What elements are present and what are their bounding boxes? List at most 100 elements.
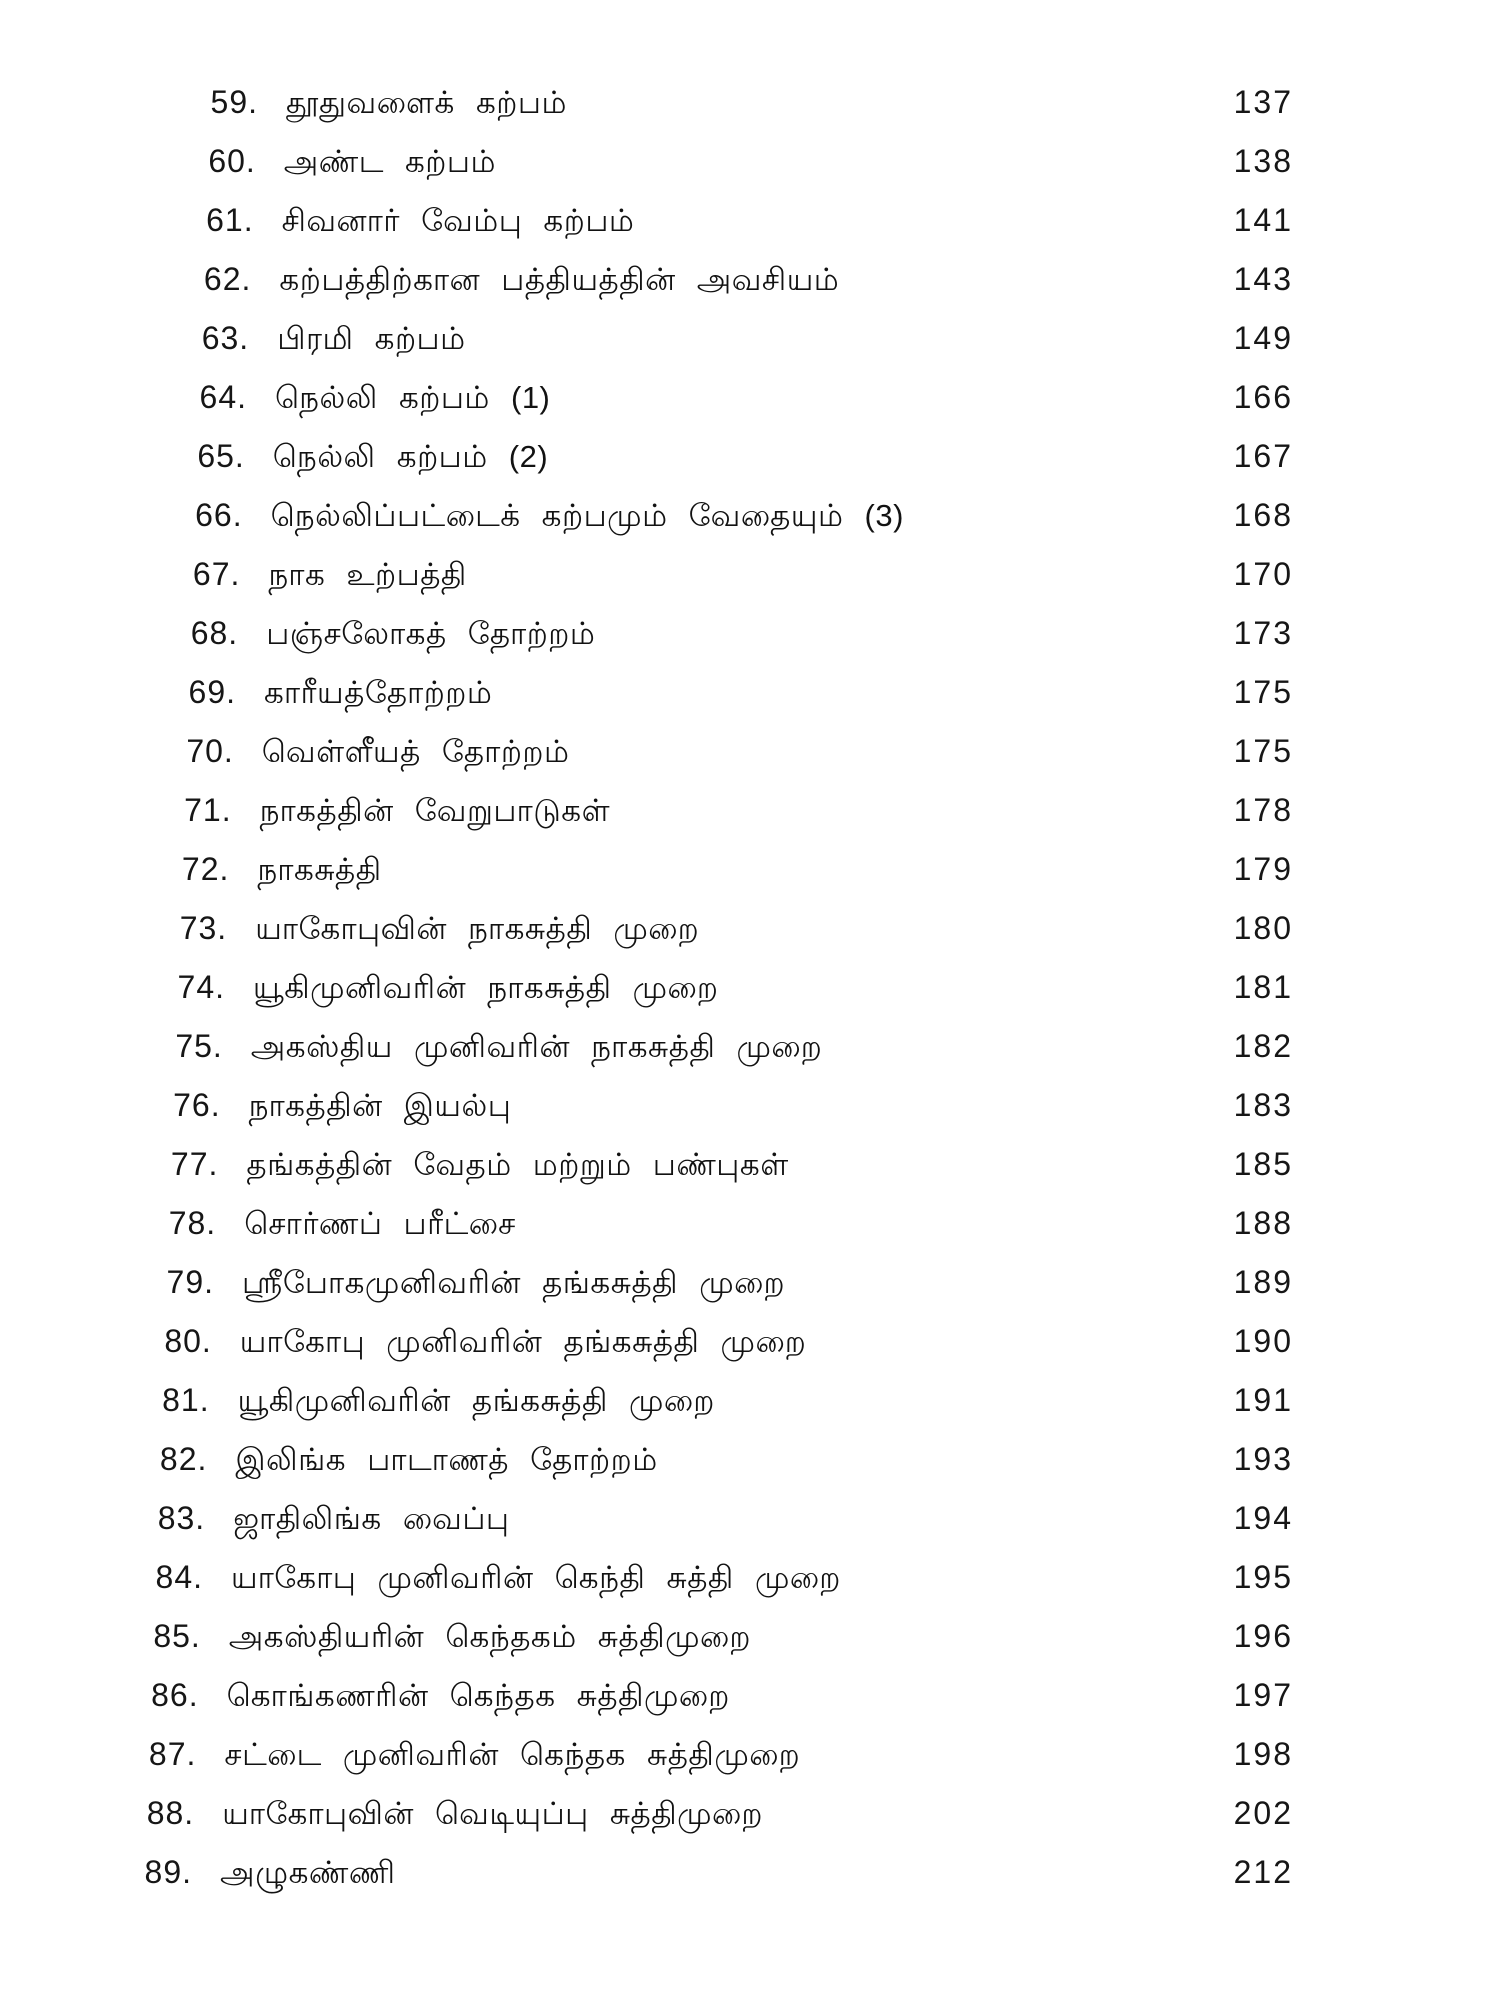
toc-entry-number: 65. [197, 438, 245, 474]
toc-entry-number: 79. [166, 1264, 214, 1300]
toc-row: 70. வெள்ளீயத் தோற்றம் 175 [0, 733, 1500, 792]
toc-entry-title: பிரமி கற்பம் [277, 321, 466, 356]
toc-entry-number: 74. [177, 969, 225, 1005]
toc-row-left-group: 81. யூகிமுனிவரின் தங்கசுத்தி முறை [0, 1382, 715, 1423]
toc-row: 60. அண்ட கற்பம் 138 [0, 143, 1500, 202]
toc-row-left-group: 82. இலிங்க பாடாணத் தோற்றம் [0, 1441, 658, 1482]
toc-entry-title: சிவனார் வேம்பு கற்பம் [281, 203, 635, 238]
toc-row-left-group: 70. வெள்ளீயத் தோற்றம் [0, 733, 569, 774]
toc-entry-page-number: 185 [1233, 1146, 1293, 1182]
toc-entry-title: அழுகண்ணி [220, 1855, 396, 1890]
toc-row: 82. இலிங்க பாடாணத் தோற்றம் 193 [0, 1441, 1500, 1500]
toc-row: 64. நெல்லி கற்பம் (1) 166 [0, 379, 1500, 438]
toc-row-left-group: 84. யாகோபு முனிவரின் கெந்தி சுத்தி முறை [0, 1559, 841, 1600]
toc-entry-title: நாகத்தின் இயல்பு [248, 1088, 512, 1123]
toc-entry-page-number: 175 [1233, 674, 1293, 710]
toc-entry-number: 59. [210, 84, 258, 120]
toc-entry-title: பஞ்சலோகத் தோற்றம் [266, 616, 596, 651]
toc-entry-page-number: 143 [1233, 261, 1293, 297]
toc-row-left-group: 61. சிவனார் வேம்பு கற்பம் [0, 202, 634, 243]
toc-entry-number: 83. [157, 1500, 206, 1536]
toc-row: 61. சிவனார் வேம்பு கற்பம் 141 [0, 202, 1500, 261]
toc-row: 67. நாக உற்பத்தி 170 [0, 556, 1500, 615]
toc-entry-title: அண்ட கற்பம் [283, 144, 496, 179]
toc-entry-page-number: 195 [1233, 1559, 1293, 1595]
toc-entry-number: 62. [203, 261, 252, 297]
toc-entry-title: கற்பத்திற்கான பத்தியத்தின் அவசியம் [279, 262, 840, 297]
toc-entry-title: யாகோபுவின் வெடியுப்பு சுத்திமுறை [222, 1796, 763, 1831]
toc-entry-number: 60. [208, 143, 256, 179]
toc-row-left-group: 76. நாகத்தின் இயல்பு [0, 1087, 511, 1128]
toc-row-left-group: 75. அகஸ்திய முனிவரின் நாகசுத்தி முறை [0, 1028, 822, 1069]
toc-entry-number: 80. [164, 1323, 212, 1359]
toc-row-left-group: 79. ஸ்ரீபோகமுனிவரின் தங்கசுத்தி முறை [0, 1264, 785, 1305]
toc-entry-page-number: 196 [1233, 1618, 1293, 1654]
toc-entry-title: வெள்ளீயத் தோற்றம் [261, 734, 570, 769]
toc-entry-title: யாகோபு முனிவரின் கெந்தி சுத்தி முறை [231, 1560, 841, 1595]
toc-entry-title: யாகோபுவின் நாகசுத்தி முறை [255, 911, 700, 946]
toc-entry-title: இலிங்க பாடாணத் தோற்றம் [235, 1442, 658, 1477]
toc-row-left-group: 68. பஞ்சலோகத் தோற்றம் [0, 615, 595, 656]
toc-row: 68. பஞ்சலோகத் தோற்றம் 173 [0, 615, 1500, 674]
toc-row: 85. அகஸ்தியரின் கெந்தகம் சுத்திமுறை 196 [0, 1618, 1500, 1677]
toc-row: 71. நாகத்தின் வேறுபாடுகள் 178 [0, 792, 1500, 851]
toc-entry-title: நெல்லி கற்பம் (2) [272, 439, 549, 474]
toc-row-left-group: 72. நாகசுத்தி [0, 851, 382, 892]
toc-row: 88. யாகோபுவின் வெடியுப்பு சுத்திமுறை 202 [0, 1795, 1500, 1854]
toc-row-left-group: 89. அழுகண்ணி [0, 1854, 395, 1895]
toc-entry-page-number: 198 [1233, 1736, 1293, 1772]
toc-entry-number: 70. [186, 733, 234, 769]
toc-entry-title: நாக உற்பத்தி [268, 557, 467, 592]
toc-row-left-group: 62. கற்பத்திற்கான பத்தியத்தின் அவசியம் [0, 261, 839, 302]
toc-row: 63. பிரமி கற்பம் 149 [0, 320, 1500, 379]
toc-row-left-group: 73. யாகோபுவின் நாகசுத்தி முறை [0, 910, 699, 951]
toc-entry-page-number: 180 [1233, 910, 1293, 946]
toc-row: 77. தங்கத்தின் வேதம் மற்றும் பண்புகள் 18… [0, 1146, 1500, 1205]
toc-entry-page-number: 137 [1233, 84, 1293, 120]
toc-row: 86. கொங்கணரின் கெந்தக சுத்திமுறை 197 [0, 1677, 1500, 1736]
toc-row-left-group: 59. தூதுவளைக் கற்பம் [0, 84, 567, 125]
toc-entry-page-number: 173 [1233, 615, 1293, 651]
toc-entry-title: நாகசுத்தி [257, 852, 382, 887]
toc-row: 75. அகஸ்திய முனிவரின் நாகசுத்தி முறை 182 [0, 1028, 1500, 1087]
toc-entry-page-number: 189 [1233, 1264, 1293, 1300]
toc-entry-page-number: 191 [1233, 1382, 1293, 1418]
toc-entry-number: 66. [195, 497, 243, 533]
toc-entry-number: 84. [155, 1559, 203, 1595]
toc-row: 87. சட்டை முனிவரின் கெந்தக சுத்திமுறை 19… [0, 1736, 1500, 1795]
toc-entry-title: நாகத்தின் வேறுபாடுகள் [259, 793, 611, 828]
toc-entry-number: 68. [190, 615, 239, 651]
toc-row-left-group: 80. யாகோபு முனிவரின் தங்கசுத்தி முறை [0, 1323, 806, 1364]
toc-entry-title: சட்டை முனிவரின் கெந்தக சுத்திமுறை [224, 1737, 801, 1772]
toc-row: 79. ஸ்ரீபோகமுனிவரின் தங்கசுத்தி முறை 189 [0, 1264, 1500, 1323]
toc-row-left-group: 65. நெல்லி கற்பம் (2) [0, 438, 548, 479]
toc-entry-number: 69. [188, 674, 236, 710]
toc-entry-page-number: 179 [1233, 851, 1293, 887]
toc-row-left-group: 88. யாகோபுவின் வெடியுப்பு சுத்திமுறை [0, 1795, 763, 1836]
toc-entry-number: 64. [199, 379, 247, 415]
toc-row: 66. நெல்லிப்பட்டைக் கற்பமும் வேதையும் (3… [0, 497, 1500, 556]
toc-row: 78. சொர்ணப் பரீட்சை 188 [0, 1205, 1500, 1264]
toc-row-left-group: 83. ஜாதிலிங்க வைப்பு [0, 1500, 509, 1541]
toc-row: 81. யூகிமுனிவரின் தங்கசுத்தி முறை 191 [0, 1382, 1500, 1441]
toc-entry-title: யாகோபு முனிவரின் தங்கசுத்தி முறை [239, 1324, 807, 1359]
toc-entry-number: 88. [146, 1795, 195, 1831]
toc-entry-page-number: 193 [1233, 1441, 1293, 1477]
toc-entry-number: 82. [159, 1441, 208, 1477]
toc-entry-number: 87. [148, 1736, 197, 1772]
toc-entry-page-number: 149 [1233, 320, 1293, 356]
toc-entry-title: தூதுவளைக் கற்பம் [286, 85, 567, 120]
toc-entry-page-number: 138 [1233, 143, 1293, 179]
toc-entry-title: ஸ்ரீபோகமுனிவரின் தங்கசுத்தி முறை [242, 1265, 786, 1300]
toc-entry-page-number: 178 [1233, 792, 1293, 828]
toc-row: 89. அழுகண்ணி 212 [0, 1854, 1500, 1913]
toc-row: 72. நாகசுத்தி 179 [0, 851, 1500, 910]
toc-entry-page-number: 188 [1233, 1205, 1293, 1241]
toc-entry-number: 63. [201, 320, 250, 356]
toc-entry-page-number: 212 [1233, 1854, 1293, 1890]
toc-entry-page-number: 141 [1233, 202, 1293, 238]
toc-row: 59. தூதுவளைக் கற்பம் 137 [0, 84, 1500, 143]
toc-entry-title: அகஸ்திய முனிவரின் நாகசுத்தி முறை [250, 1029, 823, 1064]
toc-row: 80. யாகோபு முனிவரின் தங்கசுத்தி முறை 190 [0, 1323, 1500, 1382]
